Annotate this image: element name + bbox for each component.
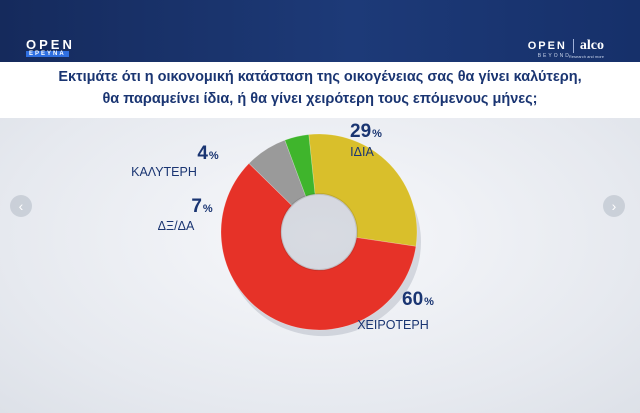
header-bar: OPEN ΕΡΕΥΝΑ OPEN BEYOND alco Research an… (0, 0, 640, 62)
logo-erevna-text: ΕΡΕΥΝΑ (26, 51, 69, 57)
slice-value-label-0: 29% (350, 121, 382, 142)
chevron-right-icon[interactable]: › (603, 195, 625, 217)
question-line-2: θα παραμείνει ίδια, ή θα γίνει χειρότερη… (102, 91, 538, 107)
slice-value-label-1: 60% (402, 289, 434, 310)
donut-hole-rim (280, 193, 358, 271)
chevron-left-icon[interactable]: ‹ (10, 195, 32, 217)
slice-category-label-3: ΚΑΛΥΤΕΡΗ (131, 165, 197, 179)
slice-category-label-2: ΔΞ/ΔΑ (158, 219, 195, 233)
survey-question: Εκτιμάτε ότι η οικονομική κατάσταση της … (0, 62, 640, 118)
logo-beyond-text: BEYOND (537, 53, 571, 59)
donut-slice-3 (284, 134, 316, 197)
donut-slice-2 (248, 139, 307, 206)
slice-value-label-2: 7% (191, 196, 213, 217)
logo-alco-subtext: Research and more (568, 54, 604, 59)
logo-open-text: OPEN (26, 37, 75, 52)
logo-alco-text: alco (579, 38, 604, 53)
slice-value-label-3: 4% (197, 143, 219, 164)
slice-category-label-1: ΧΕΙΡΟΤΕΡΗ (357, 318, 429, 332)
open-alco-logo: OPEN BEYOND alco Research and more (527, 38, 604, 59)
logo-separator (572, 39, 574, 53)
question-line-1: Εκτιμάτε ότι η οικονομική κατάσταση της … (58, 69, 582, 85)
logo-open-beyond-text: OPEN (527, 40, 567, 52)
donut-slice-1 (220, 163, 417, 331)
donut-slice-0 (308, 133, 418, 247)
open-erevna-logo: OPEN ΕΡΕΥΝΑ (26, 36, 75, 57)
slice-category-label-0: ΙΔΙΑ (350, 145, 374, 159)
